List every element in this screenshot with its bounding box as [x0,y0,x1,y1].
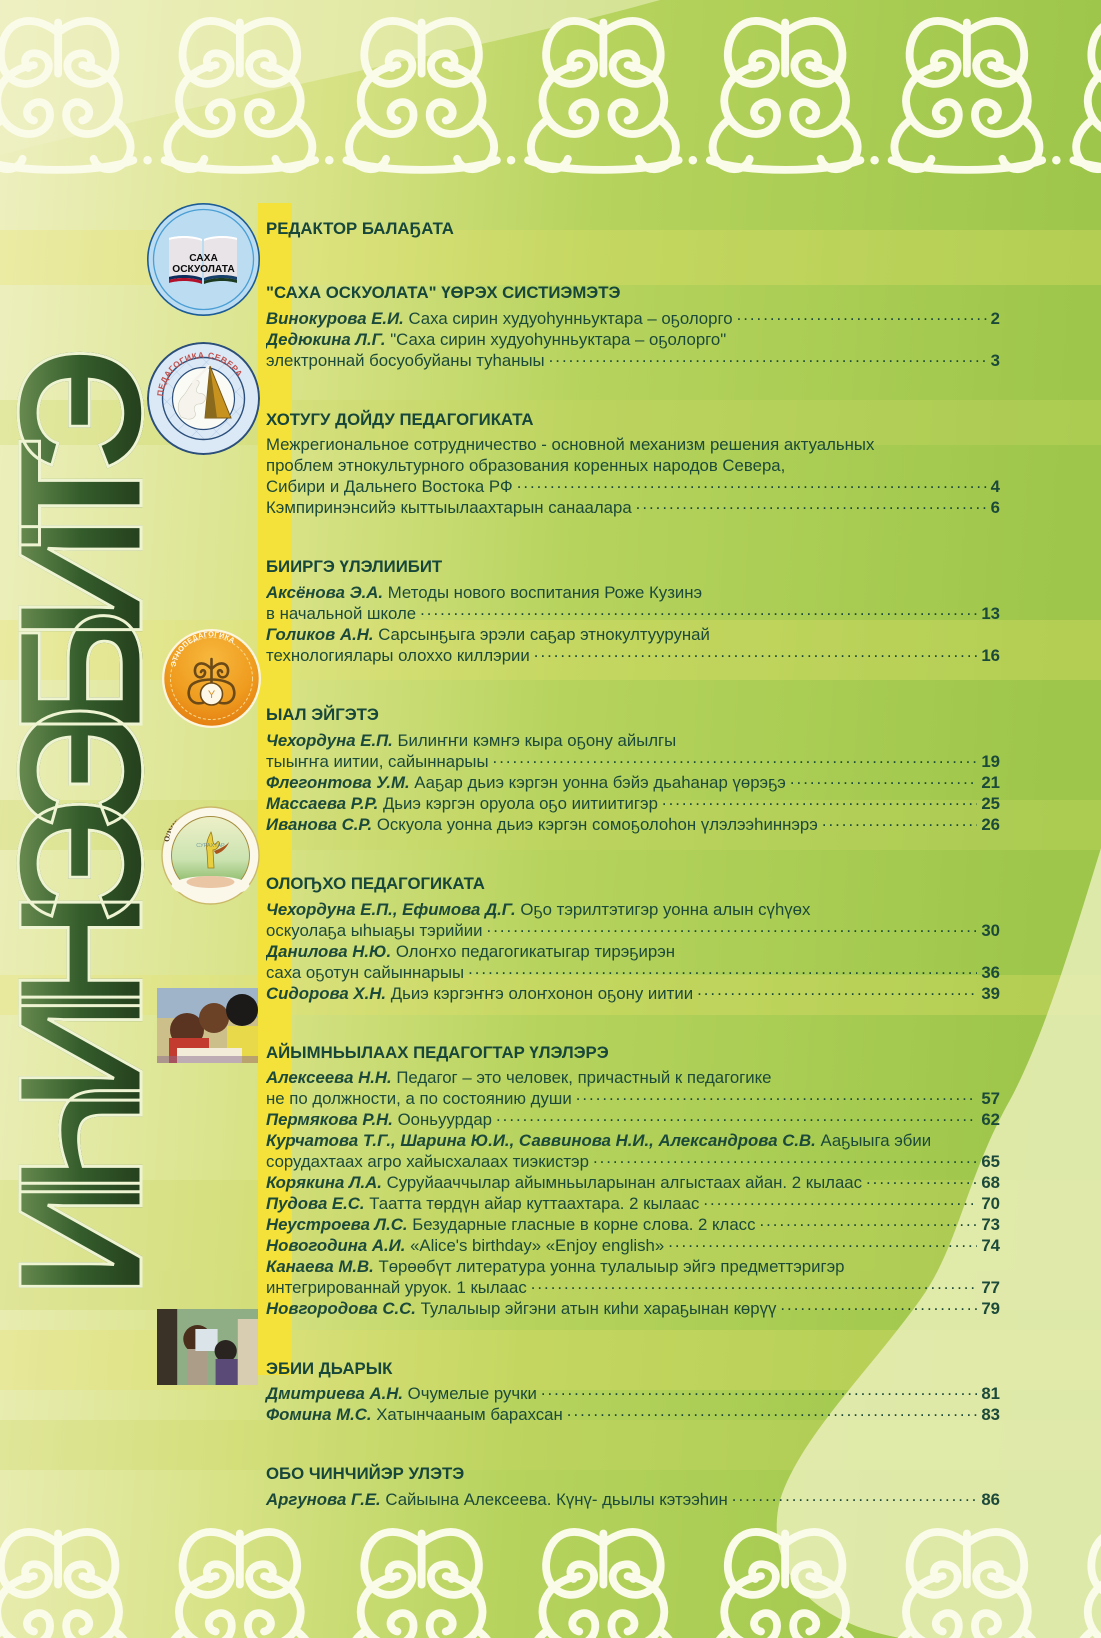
svg-text:Y: Y [208,689,216,701]
svg-text:СУРАХТАР: СУРАХТАР [196,843,225,849]
svg-text:ОСКУОЛАТА: ОСКУОЛАТА [172,264,235,275]
svg-text:САХА: САХА [189,253,218,264]
